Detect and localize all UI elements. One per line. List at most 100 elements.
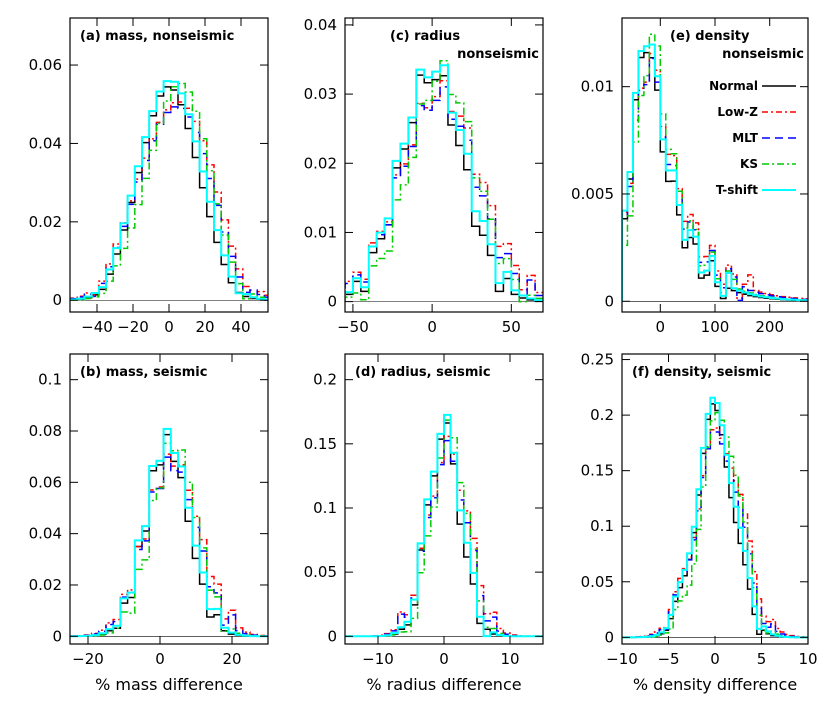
x-tick-label: 0 [656,318,666,336]
x-tick-label: 20 [195,318,214,336]
y-tick-label: 0.01 [581,78,614,96]
panel-title: (a) mass, nonseismic [80,29,234,44]
x-tick-label: −50 [337,318,369,336]
legend-label: Normal [709,79,758,93]
plot-frame [69,353,269,645]
y-tick-label: 0.04 [304,16,337,34]
x-axis-label: % density difference [633,675,797,694]
x-tick-label: 10 [500,650,519,668]
panel-5: 0 0.05 0.1 0.15 0.2 0.25 −10 −5 0 5 10 (f) density,… [581,351,818,694]
x-tick-label: 100 [701,318,730,336]
panel-2: 0 0.005 0.01 0 100 200 (e) density nonseismic No… [571,17,809,336]
y-tick-label: 0 [327,627,337,645]
x-tick-label: 200 [755,318,784,336]
legend-label: T-shift [716,183,758,197]
histogram-mlt [622,57,808,302]
x-tick-label: −40 [81,318,113,336]
x-tick-label: 40 [231,318,250,336]
histogram-tshift [70,427,268,638]
y-tick-label: 0.06 [29,56,62,74]
y-tick-label: 0.04 [29,134,62,152]
y-tick-label: 0.04 [29,525,62,543]
y-tick-label: 0 [604,628,614,646]
histogram-normal [622,403,808,639]
histogram-lowz [70,453,268,637]
panel-title: (e) density [670,29,750,44]
histogram-tshift [70,80,268,301]
panel-title: (b) mass, seismic [80,365,207,380]
x-tick-label: 0 [439,650,449,668]
histogram-tshift [345,64,543,302]
histogram-normal [345,74,543,302]
y-tick-label: 0 [604,292,614,310]
panel-1: 00.010.020.030.04−50 0 50(c) radiusnonseis… [304,16,544,336]
legend-label: Low-Z [717,105,758,119]
histogram-mlt [70,456,268,637]
plot-frame [344,17,544,313]
x-tick-label: 50 [502,318,521,336]
histogram-lowz [345,80,543,302]
x-tick-label: −20 [117,318,149,336]
y-tick-label: 0.02 [29,576,62,594]
plot-frame [344,353,544,645]
legend-label: KS [740,157,758,171]
y-tick-label: 0.06 [29,473,62,491]
y-tick-label: 0.15 [581,462,614,480]
panel-title: (f) density, seismic [632,365,771,380]
y-tick-label: 0.02 [304,154,337,172]
x-tick-label: −10 [606,650,638,668]
x-tick-label: 5 [757,650,767,668]
histogram-tshift [622,396,808,639]
y-tick-label: 0.1 [590,517,614,535]
y-tick-label: 0.005 [571,185,614,203]
x-axis-label: % mass difference [95,675,243,694]
x-tick-label: 20 [222,650,241,668]
y-tick-label: 0 [52,291,62,309]
x-axis-label: % radius difference [366,675,521,694]
y-tick-label: 0.01 [304,223,337,241]
legend-label: MLT [732,131,759,145]
histogram-lowz [345,435,543,638]
histogram-ks [622,411,808,639]
y-tick-label: 0.2 [590,406,614,424]
panel-title: nonseismic [722,47,804,62]
plot-frame [69,17,269,313]
y-tick-label: 0.25 [581,351,614,369]
panel-title: (d) radius, seismic [355,365,491,380]
histogram-mlt [345,86,543,302]
histogram-lowz [70,101,268,301]
y-tick-label: 0.05 [581,573,614,591]
y-tick-label: 0 [52,627,62,645]
x-tick-label: 0 [164,318,174,336]
x-tick-label: −20 [72,650,104,668]
y-tick-label: 0.08 [29,422,62,440]
x-tick-label: −10 [362,650,394,668]
histogram-mlt [345,439,543,638]
x-tick-label: 0 [710,650,720,668]
histogram-ks [345,60,543,303]
y-tick-label: 0.2 [313,371,337,389]
histogram-ks [70,442,268,638]
panel-title: (c) radius [390,29,460,44]
histogram-lowz [622,52,808,302]
histogram-normal [70,86,268,301]
panel-4: 0 0.05 0.1 0.15 0.2 −10 0 10 (d) radius, seismic… [304,353,544,694]
histogram-lowz [622,427,808,639]
x-tick-label: 10 [798,650,817,668]
x-tick-label: 0 [155,650,165,668]
histogram-ks [70,82,268,301]
y-tick-label: 0.15 [304,435,337,453]
panel-3: 0 0.02 0.04 0.06 0.08 0.1 −20 0 20 (b) mass, seis… [29,353,269,694]
y-tick-label: 0.05 [304,563,337,581]
histogram-mlt [622,431,808,639]
x-tick-label: 0 [427,318,437,336]
x-tick-label: −5 [657,650,679,668]
y-tick-label: 0 [327,293,337,311]
y-tick-label: 0.02 [29,213,62,231]
panel-title: nonseismic [457,47,539,62]
histogram-tshift [622,43,808,302]
y-tick-label: 0.1 [313,499,337,517]
panel-0: 0 0.02 0.04 0.06 −40 −20 0 20 40 (a) mass, nonsei… [29,17,269,336]
